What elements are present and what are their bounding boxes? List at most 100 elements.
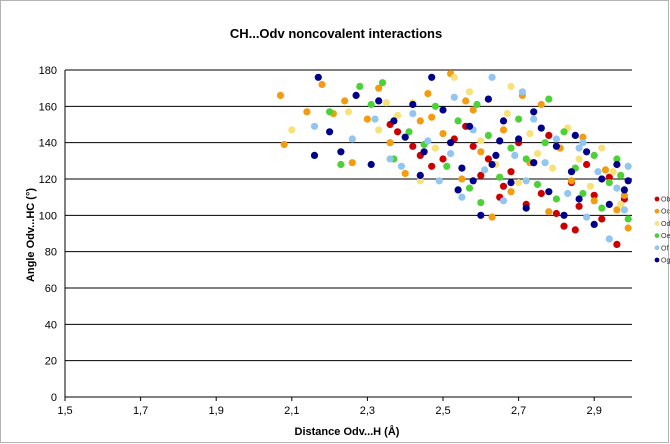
x-tick-label: 2,3 bbox=[360, 405, 375, 417]
data-point-of bbox=[371, 115, 379, 123]
data-point-of bbox=[348, 135, 356, 143]
y-tick-label: 0 bbox=[51, 392, 57, 404]
data-point-oe bbox=[552, 195, 561, 203]
data-point-oe bbox=[545, 95, 553, 103]
data-point-od bbox=[549, 164, 557, 172]
data-point-og bbox=[605, 200, 613, 208]
data-point-of bbox=[450, 93, 458, 101]
data-point-ob bbox=[477, 171, 485, 179]
data-point-od bbox=[507, 82, 515, 90]
legend-marker-og bbox=[654, 257, 660, 263]
data-point-oc bbox=[613, 206, 621, 214]
data-points bbox=[276, 70, 632, 248]
data-point-od bbox=[431, 144, 439, 152]
data-point-oe bbox=[454, 117, 462, 125]
data-point-og bbox=[492, 151, 500, 159]
data-point-oc bbox=[469, 106, 477, 114]
data-point-ob bbox=[545, 131, 553, 139]
data-point-og bbox=[352, 91, 360, 99]
y-tick-label: 60 bbox=[45, 283, 57, 295]
data-point-oc bbox=[401, 169, 409, 178]
data-point-oc bbox=[620, 191, 629, 199]
data-point-oc bbox=[303, 108, 311, 116]
data-point-oc bbox=[499, 126, 508, 134]
data-point-od bbox=[382, 99, 390, 107]
data-point-od bbox=[288, 126, 296, 134]
data-point-oe bbox=[473, 100, 481, 109]
data-point-of bbox=[613, 184, 621, 192]
axes bbox=[64, 70, 632, 401]
data-point-oe bbox=[533, 180, 542, 188]
data-point-og bbox=[310, 151, 319, 159]
data-point-og bbox=[367, 160, 375, 169]
data-point-oc bbox=[567, 177, 576, 185]
data-point-of bbox=[435, 177, 443, 185]
data-point-oe bbox=[560, 128, 568, 136]
data-point-of bbox=[541, 159, 549, 167]
data-point-og bbox=[583, 148, 591, 156]
data-point-od bbox=[598, 144, 606, 152]
data-point-oe bbox=[431, 102, 439, 110]
data-point-oe bbox=[496, 173, 504, 181]
data-point-og bbox=[484, 95, 492, 103]
data-point-oe bbox=[590, 151, 598, 159]
data-point-ob bbox=[583, 160, 591, 169]
data-point-od bbox=[477, 137, 485, 145]
legend-label-oe: Oe bbox=[661, 233, 670, 240]
data-point-og bbox=[537, 124, 545, 132]
y-tick-label: 160 bbox=[39, 101, 57, 113]
data-point-oe bbox=[598, 204, 606, 212]
legend-marker-oc bbox=[654, 208, 660, 214]
data-point-oe bbox=[579, 189, 587, 198]
data-point-og bbox=[314, 73, 322, 81]
data-point-og bbox=[499, 117, 508, 125]
data-point-og bbox=[477, 211, 485, 219]
legend-marker-ob bbox=[654, 196, 660, 202]
data-point-oc bbox=[386, 139, 394, 147]
data-point-od bbox=[617, 200, 625, 208]
x-tick-label: 1,5 bbox=[57, 405, 72, 417]
data-point-of bbox=[458, 193, 466, 201]
x-tick-labels: 1,5 1,7 1,9 2,1 2,3 2,5 2,7 2,9 bbox=[57, 405, 601, 417]
data-point-ob bbox=[590, 191, 598, 199]
data-point-oe bbox=[477, 199, 485, 207]
data-point-ob bbox=[394, 128, 402, 136]
data-point-og bbox=[390, 117, 398, 125]
data-point-oc bbox=[416, 117, 424, 125]
data-point-og bbox=[552, 142, 561, 150]
data-point-of bbox=[579, 139, 587, 147]
y-tick-label: 140 bbox=[39, 138, 57, 150]
data-point-of bbox=[397, 162, 405, 170]
data-point-od bbox=[575, 155, 583, 163]
data-point-og bbox=[515, 135, 523, 143]
data-point-og bbox=[454, 186, 462, 194]
y-tick-label: 120 bbox=[39, 174, 57, 186]
data-point-oc bbox=[579, 133, 587, 141]
x-tick-label: 1,7 bbox=[133, 405, 148, 417]
chart-title: CH...Odv noncovalent interactions bbox=[230, 26, 442, 41]
data-point-od bbox=[465, 88, 474, 96]
data-point-oe bbox=[378, 79, 387, 87]
data-point-oe bbox=[605, 179, 613, 187]
data-point-og bbox=[496, 137, 504, 145]
data-point-oc bbox=[318, 80, 326, 89]
data-point-ob bbox=[537, 189, 545, 198]
data-point-od bbox=[533, 150, 542, 158]
data-point-of bbox=[511, 151, 519, 159]
data-point-og bbox=[530, 159, 538, 167]
data-point-of bbox=[499, 197, 508, 205]
data-point-oc bbox=[488, 213, 496, 221]
data-point-oe bbox=[443, 162, 451, 170]
legend: Ob Oc Od Oe Of Og bbox=[654, 196, 670, 265]
data-point-oc bbox=[439, 130, 447, 138]
data-point-oc bbox=[458, 175, 466, 183]
data-point-og bbox=[420, 148, 428, 156]
data-point-oe bbox=[613, 155, 621, 163]
data-point-oc bbox=[348, 159, 356, 167]
x-tick-label: 1,9 bbox=[209, 405, 224, 417]
y-axis-title: Angle Odv...HC (°) bbox=[25, 188, 37, 282]
data-point-ob bbox=[409, 142, 417, 150]
data-point-oe bbox=[484, 131, 492, 139]
